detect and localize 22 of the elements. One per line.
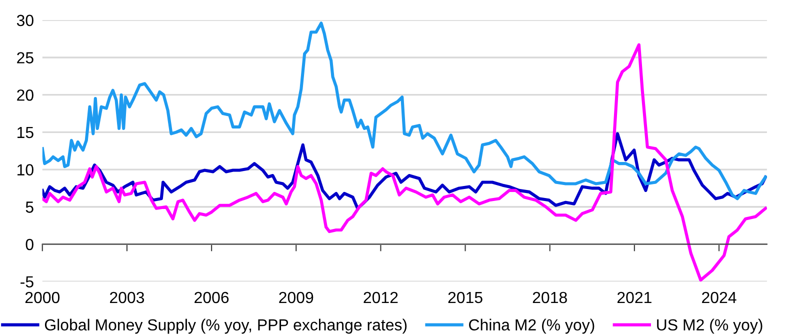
y-tick-label: -5 <box>20 276 34 288</box>
x-tick-label: 2009 <box>279 292 314 304</box>
y-tick-label: 10 <box>18 164 34 176</box>
x-tick-label: 2012 <box>364 292 398 304</box>
x-tick-label: 2000 <box>25 292 60 304</box>
legend-label: Global Money Supply (% yoy, PPP exchange rates) <box>44 318 407 334</box>
y-tick-label: 20 <box>17 89 34 101</box>
x-tick-label: 2021 <box>617 292 652 304</box>
y-tick-label: 25 <box>17 52 34 64</box>
x-tick-label: 2003 <box>110 292 144 304</box>
y-tick-label: 5 <box>26 202 34 213</box>
y-tick-label: 15 <box>18 126 34 138</box>
y-tick-label: 30 <box>16 14 34 26</box>
x-tick-label: 2015 <box>448 292 482 304</box>
x-tick-label: 2024 <box>702 292 736 304</box>
x-tick-label: 2006 <box>194 292 229 304</box>
line-series <box>42 43 767 282</box>
legend-label: US M2 (% yoy) <box>657 318 762 334</box>
y-tick-label: 0 <box>26 238 34 250</box>
line-series <box>42 22 767 200</box>
legend-label: China M2 (% yoy) <box>469 318 594 334</box>
x-tick-label: 2018 <box>532 292 567 304</box>
